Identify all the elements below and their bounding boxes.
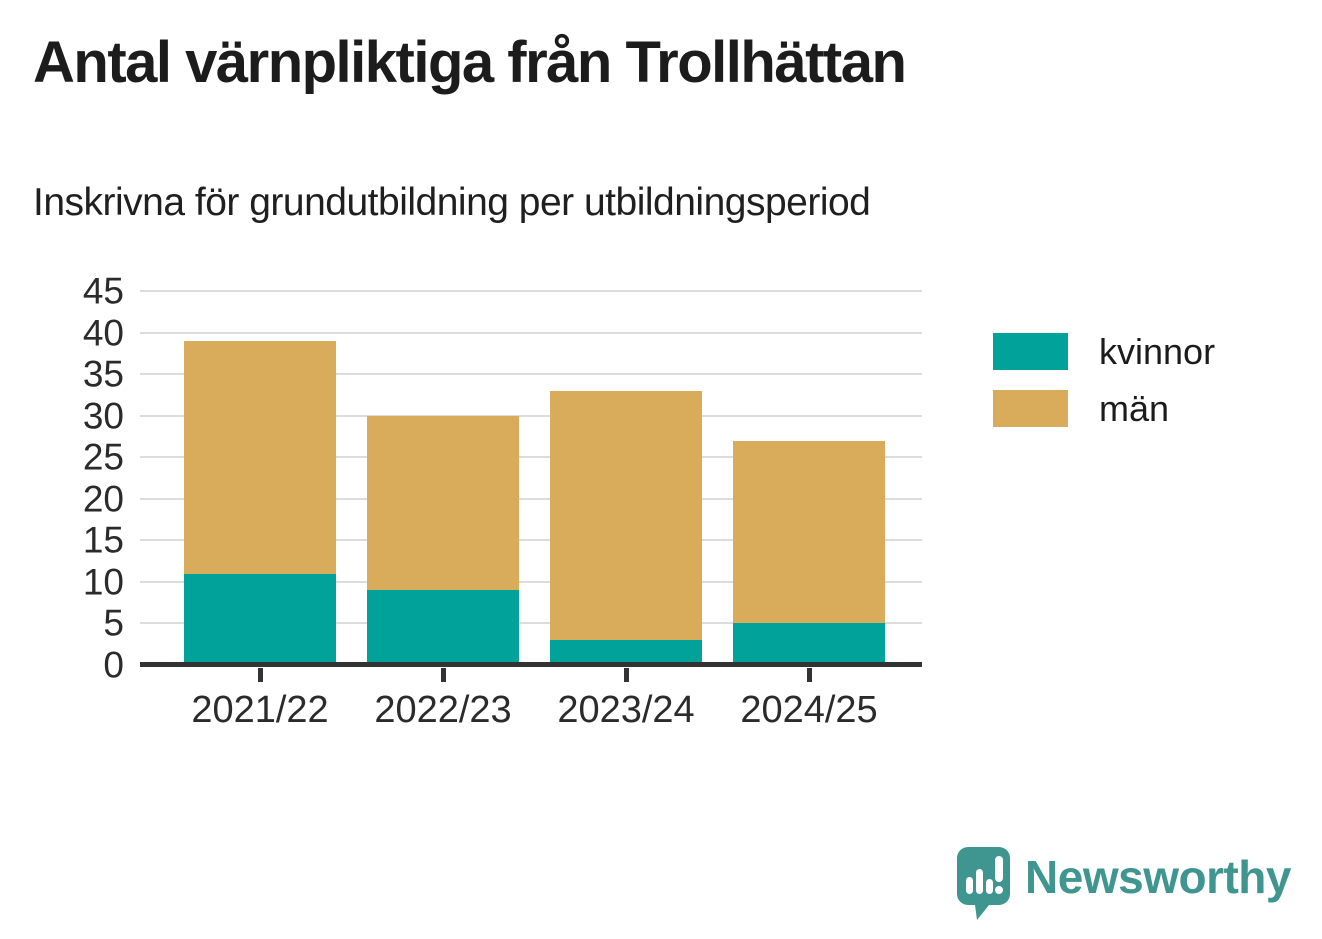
newsworthy-logo-text: Newsworthy [1025,851,1291,903]
bar-segment-kvinnor-2022/23 [367,590,519,665]
gridline [140,456,922,459]
bar-2021/22 [184,291,336,665]
y-axis-tick-label: 5 [103,602,124,644]
gridline [140,622,922,625]
x-axis-tick-label: 2024/25 [740,689,878,731]
legend-swatch-kvinnor [993,333,1068,370]
y-axis-tick-label: 10 [82,561,124,603]
x-axis-tick-label: 2021/22 [191,689,329,731]
bar-segment-män-2024/25 [733,440,885,624]
bar-segment-kvinnor-2023/24 [550,640,702,665]
legend-label-kvinnor: kvinnor [1099,330,1216,372]
chart-subtitle: Inskrivna för grundutbildning per utbild… [33,181,871,224]
y-axis-tick-label: 15 [82,519,124,561]
newsworthy-logo: Newsworthy [957,847,1291,921]
legend-item-man: män [993,390,1215,427]
x-axis-line [140,662,922,667]
gridline [140,580,922,583]
bar-segment-män-2022/23 [367,415,519,591]
x-axis-tick [806,668,812,682]
gridline [140,290,922,292]
bar-segment-kvinnor-2024/25 [733,623,885,665]
x-axis-tick [440,668,446,682]
bar-2022/23 [367,291,519,665]
gridline [140,331,922,334]
legend-swatch-man [993,390,1068,427]
bar-2023/24 [550,291,702,665]
y-axis-tick-label: 20 [82,478,124,520]
x-axis-tick [623,668,629,682]
bar-segment-kvinnor-2021/22 [184,573,336,665]
bar-2024/25 [733,291,885,665]
gridline [140,539,922,542]
y-axis-tick-label: 25 [82,436,124,478]
x-axis-tick [257,668,263,682]
chart-title: Antal värnpliktiga från Trollhättan [33,30,907,95]
x-axis-tick-label: 2022/23 [374,689,512,731]
x-axis-tick-label: 2023/24 [557,689,695,731]
y-axis-tick-label: 40 [82,312,124,354]
legend-label-man: män [1099,387,1170,429]
y-axis-tick-label: 45 [82,270,124,312]
y-axis-tick-label: 30 [82,395,124,437]
gridline [140,414,922,417]
gridline [140,373,922,376]
gridline [140,497,922,500]
y-axis-tick-label: 35 [82,353,124,395]
plot-area: 0 5 10 15 20 25 30 35 40 45 2021/22 2022/23 2023/24 2… [83,273,922,729]
bar-segment-män-2023/24 [550,390,702,641]
legend: kvinnor män [993,333,1215,427]
bar-segment-män-2021/22 [184,340,336,574]
legend-item-kvinnor: kvinnor [993,333,1215,370]
newsworthy-bubble-chart-icon [957,847,1011,920]
y-axis-tick-label: 0 [103,644,124,686]
